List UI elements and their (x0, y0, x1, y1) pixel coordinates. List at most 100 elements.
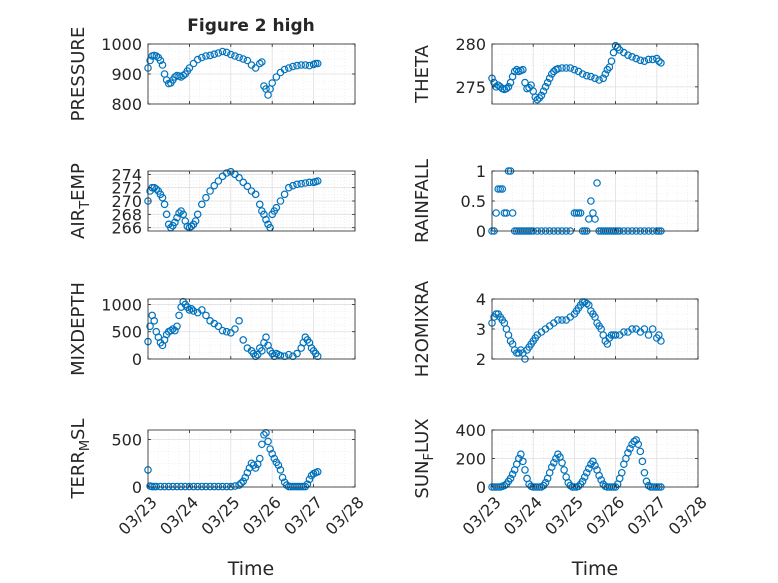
y-tick-label: 0 (476, 478, 486, 497)
data-point (589, 457, 597, 466)
data-point (198, 306, 206, 314)
y-axis-label-terr-msl: TERRMSL (68, 418, 93, 499)
data-point (576, 209, 585, 217)
data-point (177, 482, 185, 491)
data-point (297, 61, 305, 69)
data-point (572, 209, 581, 217)
x-tick-label: 03/27 (623, 493, 669, 539)
data-point (222, 48, 231, 57)
data-point (638, 457, 647, 466)
y-tick-label: 266 (111, 219, 142, 238)
data-point (549, 458, 558, 467)
data-point (146, 322, 154, 331)
data-point (299, 482, 308, 491)
data-point (508, 470, 517, 478)
y-tick-label: 4 (476, 290, 486, 309)
data-point (591, 215, 599, 223)
data-point (504, 83, 513, 91)
data-point (521, 466, 529, 474)
data-point (251, 190, 260, 199)
data-point (593, 179, 601, 187)
data-point (255, 454, 264, 463)
data-point (492, 209, 500, 217)
data-point (231, 325, 239, 333)
data-point (243, 182, 252, 191)
data-point (624, 51, 632, 59)
x-tick-label: 03/27 (280, 493, 326, 539)
data-point (210, 482, 219, 491)
y-axis-label-theta: THETA (412, 44, 433, 104)
data-point (189, 482, 198, 491)
data-point (278, 473, 287, 482)
data-point (547, 463, 556, 471)
y-tick-label: 0.5 (461, 192, 486, 211)
data-point (293, 61, 301, 70)
data-point (494, 185, 502, 193)
data-point (636, 447, 645, 456)
data-point (214, 322, 223, 331)
data-point (293, 180, 301, 189)
data-point (498, 185, 507, 193)
data-point (264, 437, 272, 446)
data-point (169, 482, 177, 491)
y-tick-label: 270 (111, 192, 142, 211)
y-axis-label-air-temp: AIRTEMP (68, 163, 93, 239)
data-point (152, 185, 161, 193)
data-point (251, 464, 260, 472)
data-point (198, 200, 206, 209)
data-point (617, 468, 626, 477)
data-point (280, 65, 289, 74)
data-point (198, 53, 206, 62)
data-point (558, 316, 566, 324)
x-tick-label: 03/25 (197, 493, 243, 539)
data-point (162, 210, 171, 219)
data-point (260, 430, 268, 439)
x-tick-label: 03/28 (665, 493, 711, 539)
x-tick-label: 03/26 (239, 493, 285, 539)
data-point (554, 316, 562, 324)
data-point (185, 64, 194, 72)
data-point (255, 200, 264, 209)
data-point (268, 449, 277, 458)
data-point (636, 56, 645, 65)
data-point (601, 70, 610, 78)
data-point (187, 305, 196, 313)
data-point (289, 181, 297, 190)
data-point (642, 477, 651, 486)
data-point (519, 65, 527, 74)
data-point (243, 56, 252, 65)
data-point (227, 482, 235, 491)
data-point (591, 461, 599, 470)
x-tick-label: 03/28 (322, 493, 368, 539)
data-point (202, 193, 210, 202)
data-point (657, 59, 665, 67)
data-point (191, 217, 200, 225)
data-point (235, 481, 243, 489)
data-point (173, 213, 181, 222)
data-point (280, 352, 289, 361)
data-point (262, 333, 270, 341)
data-point (156, 482, 165, 491)
data-point (632, 54, 641, 63)
data-point (210, 181, 219, 190)
subplot-pressure: 800 900 1000 PRESSURE (68, 27, 356, 121)
data-point (231, 52, 239, 60)
data-point (239, 55, 248, 63)
data-point (301, 482, 310, 491)
x-tick-label: 03/24 (500, 493, 546, 539)
data-point (582, 468, 591, 477)
x-tick-label: 03/25 (541, 493, 587, 539)
data-point (591, 74, 599, 83)
data-point (253, 350, 262, 359)
data-point (648, 325, 657, 333)
data-point (214, 49, 223, 57)
data-point (578, 477, 587, 486)
data-point (202, 311, 210, 320)
data-point (258, 347, 266, 355)
data-point (500, 481, 509, 490)
data-point (578, 70, 587, 78)
data-point (508, 209, 517, 217)
